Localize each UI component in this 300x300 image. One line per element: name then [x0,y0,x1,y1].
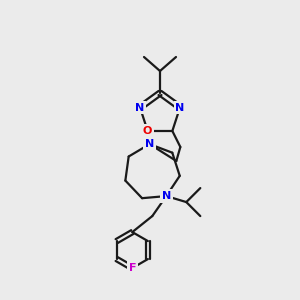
Text: N: N [162,191,171,201]
Text: N: N [175,103,184,112]
Text: F: F [129,263,136,273]
Text: N: N [135,103,145,112]
Text: N: N [145,139,154,149]
Text: O: O [143,126,152,136]
